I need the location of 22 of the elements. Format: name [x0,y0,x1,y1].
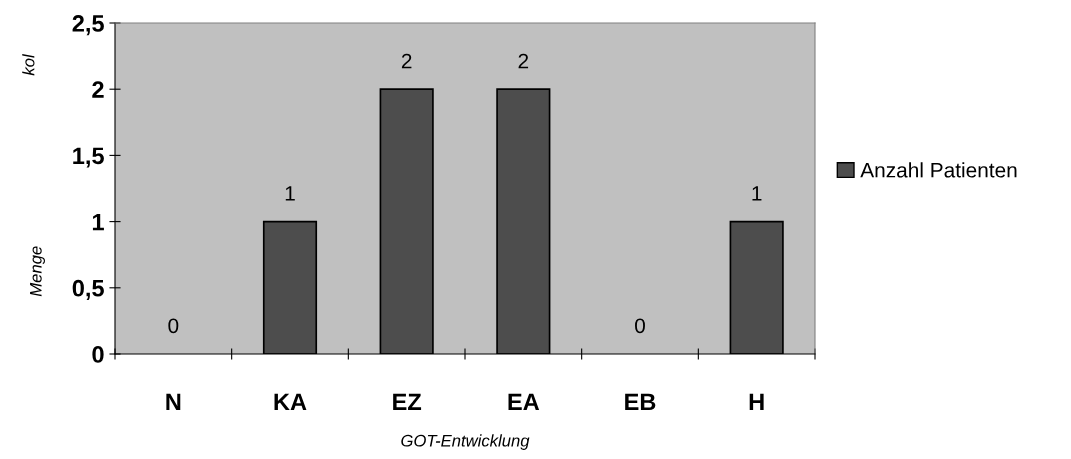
x-tick-label: N [166,393,181,410]
y-tick-label: 2,5 [72,15,104,36]
data-label: 2 [518,53,529,69]
y-tick-label: 1 [92,213,104,231]
y-axis-title: Menge [30,246,45,297]
y-tick-label: 0,5 [72,279,104,301]
data-label: 0 [635,318,645,334]
x-axis-title: GOT-Entwicklung [401,434,530,450]
data-label: 2 [401,53,412,69]
x-tick-label: EB [625,393,656,410]
data-label: 0 [168,318,179,334]
legend-label: Anzahl Patienten [860,162,1017,178]
text: kol [22,53,35,76]
data-label: 1 [752,186,762,201]
x-tick-label: EZ [393,393,422,410]
y-tick-label: 0 [92,346,104,363]
x-tick-label: H [749,393,764,410]
y-tick-label: 1,5 [73,147,104,168]
data-label: 1 [285,186,295,201]
x-tick-label: EA [508,393,540,410]
x-tick-label: KA [274,393,307,410]
y-tick-label: 2 [92,81,104,98]
